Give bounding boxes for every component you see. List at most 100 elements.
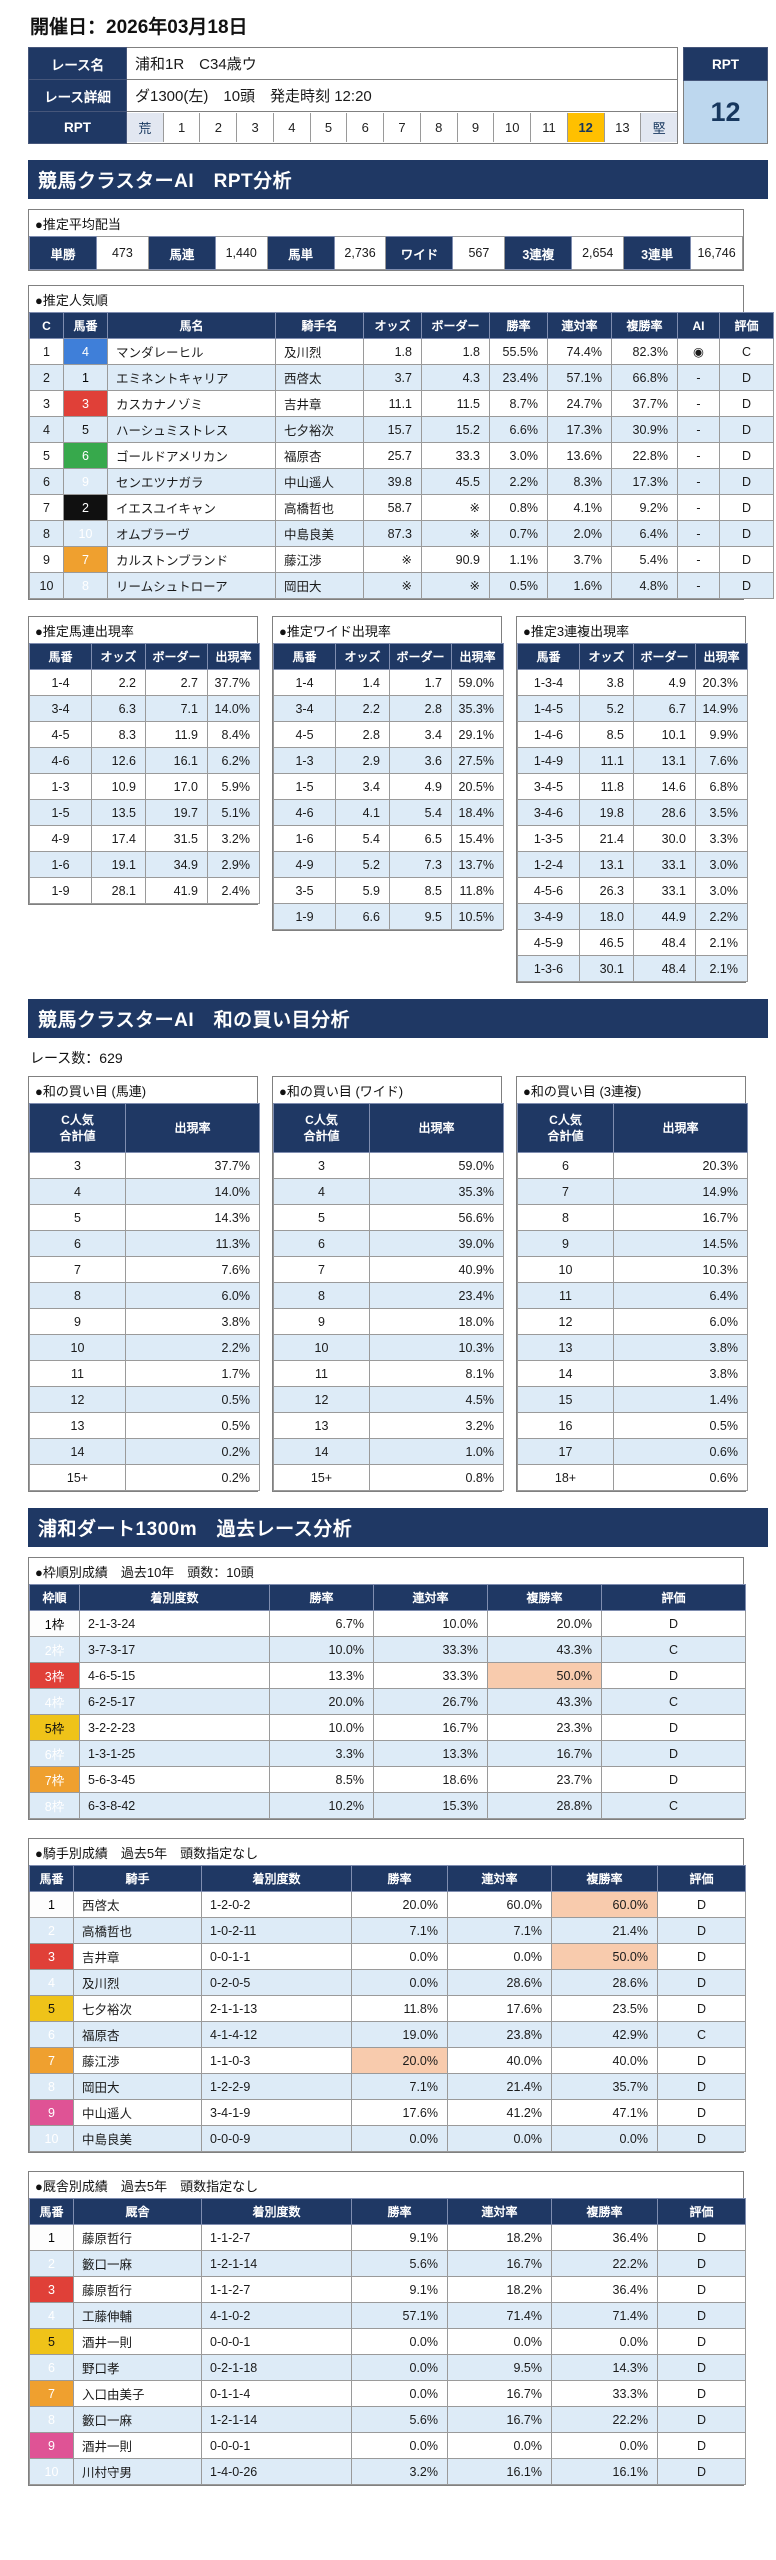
person-name-cell: 入口由美子 [73, 2380, 202, 2407]
stats-column-header: 複勝率 [551, 1865, 658, 1892]
person-name-cell: 工藤伸輔 [73, 2302, 202, 2329]
win-rate-cell: 8.7% [489, 390, 548, 417]
finish-record-cell: 4-6-5-15 [79, 1662, 270, 1689]
occurrence-rate-cell: 1.4% [613, 1386, 748, 1413]
win-rate-cell: 3.0% [489, 442, 548, 469]
occurrence-rate-cell: 8.4% [207, 721, 260, 748]
occurrence-rate-cell: 37.7% [125, 1152, 260, 1179]
horse-name-cell: リームシュトローア [107, 572, 276, 599]
show-rate-cell: 47.1% [551, 2099, 658, 2126]
person-name-cell: 岡田大 [73, 2073, 202, 2100]
quinella-rate-cell: 16.1% [447, 2458, 552, 2485]
odds-cell: 1.8 [363, 338, 422, 365]
win-rate-cell: 10.0% [269, 1636, 374, 1663]
wa-row: 13 3.8% [517, 1334, 748, 1361]
win-rate-cell: 0.0% [351, 2125, 448, 2152]
frame-number-badge: 5 [29, 2328, 74, 2355]
horse-name-cell: マンダレーヒル [107, 338, 276, 365]
stats-row: 3枠 4-6-5-15 13.3% 33.3% 50.0% D [29, 1662, 746, 1689]
occurrence-rate-cell: 20.5% [451, 773, 504, 800]
combination-cell: 3-5 [273, 877, 336, 904]
person-name-cell: 酒井一則 [73, 2328, 202, 2355]
border-cell: 4.9 [633, 669, 696, 696]
win-rate-cell: 0.0% [351, 2354, 448, 2381]
odds-cell: ※ [363, 572, 422, 599]
wa-row: 16 0.5% [517, 1412, 748, 1439]
frame-number-badge: 9 [29, 2099, 74, 2126]
odds-cell: 6.3 [91, 695, 146, 722]
combination-cell: 1-5 [29, 799, 92, 826]
occurrence-rate-cell: 0.6% [613, 1438, 748, 1465]
odds-cell: 5.4 [335, 825, 390, 852]
race-name-value: 浦和1R C34歳ウ [126, 47, 678, 80]
ai-mark-cell: - [677, 494, 720, 521]
popularity-sum-cell: 15 [517, 1386, 614, 1413]
quinella-occurrence-box: ●推定馬連出現率 馬番 オッズ ボーダー 出現率 1-4 2.2 2.7 37.7% 3-4 6… [28, 616, 260, 905]
odds-cell: 5.2 [579, 695, 634, 722]
popularity-sum-cell: 6 [517, 1152, 614, 1179]
wa-row: 11 8.1% [273, 1360, 504, 1387]
section-title-wa-analysis: 競馬クラスターAI 和の買い目分析 [28, 999, 768, 1038]
wa-row: 3 37.7% [29, 1152, 260, 1179]
stats-row: 2枠 3-7-3-17 10.0% 33.3% 43.3% C [29, 1636, 746, 1663]
stats-column-header: 騎手 [73, 1865, 202, 1892]
evaluation-cell: D [601, 1714, 746, 1741]
popularity-column-header: C [29, 312, 64, 339]
quinella-rate-cell: 18.6% [373, 1766, 488, 1793]
quinella-rate-cell: 71.4% [447, 2302, 552, 2329]
show-rate-cell: 71.4% [551, 2302, 658, 2329]
stats-column-header: 複勝率 [551, 2198, 658, 2225]
win-rate-cell: 0.5% [489, 572, 548, 599]
quinella-rate-cell: 24.7% [547, 390, 612, 417]
occurrence-column-header: ボーダー [389, 643, 452, 670]
occurrence-rate-cell: 2.4% [207, 877, 260, 904]
person-name-cell: 吉井章 [73, 1943, 202, 1970]
stats-row: 9 中山遥人 3-4-1-9 17.6% 41.2% 47.1% D [29, 2099, 746, 2126]
combination-cell: 4-9 [273, 851, 336, 878]
occurrence-row: 3-4 6.3 7.1 14.0% [29, 695, 260, 722]
stats-row: 2 高橋哲也 1-0-2-11 7.1% 7.1% 21.4% D [29, 1917, 746, 1944]
win-rate-cell: 3.2% [351, 2458, 448, 2485]
frame-number-badge: 8 [29, 2406, 74, 2433]
evaluation-cell: D [657, 1917, 746, 1944]
occurrence-rate-cell: 10.3% [613, 1256, 748, 1283]
c-rank-cell: 6 [29, 468, 64, 495]
show-rate-cell: 22.2% [551, 2406, 658, 2433]
rpt-scale-cell: 4 [272, 113, 310, 142]
occurrence-rate-cell: 3.8% [613, 1334, 748, 1361]
border-cell: 16.1 [145, 747, 208, 774]
win-rate-cell: 2.2% [489, 468, 548, 495]
stats-column-header: 連対率 [447, 2198, 552, 2225]
popularity-sum-cell: 10 [517, 1256, 614, 1283]
race-name-row: レース名 浦和1R C34歳ウ [28, 47, 678, 80]
quinella-rate-cell: 16.7% [447, 2250, 552, 2277]
finish-record-cell: 3-7-3-17 [79, 1636, 270, 1663]
occurrence-rate-cell: 11.8% [451, 877, 504, 904]
stats-column-header: 枠順 [29, 1584, 80, 1611]
ai-mark-cell: - [677, 468, 720, 495]
quinella-rate-cell: 0.0% [447, 1943, 552, 1970]
border-cell: 11.5 [421, 390, 490, 417]
odds-cell: 58.7 [363, 494, 422, 521]
popularity-column-header: 勝率 [489, 312, 548, 339]
person-name-cell: 籔口一麻 [73, 2250, 202, 2277]
frame-number-badge: 2枠 [29, 1636, 80, 1663]
horse-number-badge: 6 [63, 442, 108, 469]
border-cell: 5.4 [389, 799, 452, 826]
occurrence-column-header: オッズ [335, 643, 390, 670]
border-cell: 13.1 [633, 747, 696, 774]
border-cell: 1.8 [421, 338, 490, 365]
race-header: レース名 浦和1R C34歳ウ レース詳細 ダ1300(左) 10頭 発走時刻 … [28, 46, 768, 144]
border-cell: 34.9 [145, 851, 208, 878]
occurrence-rate-cell: 18.4% [451, 799, 504, 826]
stats-column-header: 複勝率 [487, 1584, 602, 1611]
quinella-rate-cell: 28.6% [447, 1969, 552, 1996]
ai-mark-cell: ◉ [677, 338, 720, 365]
border-cell: 1.7 [389, 669, 452, 696]
frame-number-badge: 6 [29, 2354, 74, 2381]
stats-row: 3 藤原哲行 1-1-2-7 9.1% 18.2% 36.4% D [29, 2276, 746, 2303]
c-rank-cell: 3 [29, 390, 64, 417]
stats-row: 7 入口由美子 0-1-1-4 0.0% 16.7% 33.3% D [29, 2380, 746, 2407]
wa-row: 7 40.9% [273, 1256, 504, 1283]
popularity-sum-cell: 4 [273, 1178, 370, 1205]
